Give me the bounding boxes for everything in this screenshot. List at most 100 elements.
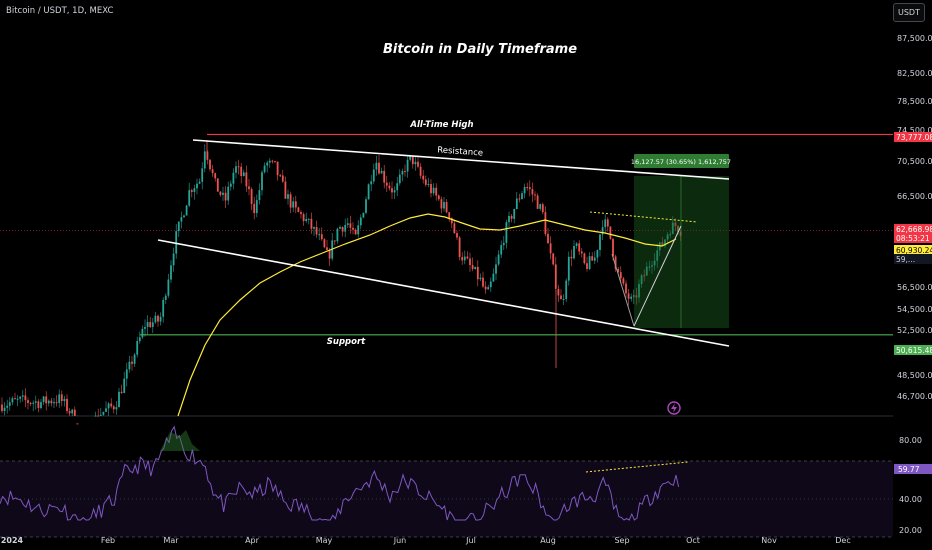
candle-body (552, 253, 555, 265)
candles (1, 140, 682, 425)
candle-body (102, 411, 105, 415)
candle-body (11, 398, 14, 403)
candle-body (666, 234, 669, 240)
price-label: 73,777.08 (896, 133, 932, 142)
candle-body (144, 326, 146, 329)
candle-body (630, 296, 633, 299)
price-label-box (894, 132, 932, 142)
candle-body (66, 398, 68, 412)
candle-body (565, 280, 568, 299)
rsi-tick-label: 20.00 (899, 526, 922, 535)
candle-body (209, 159, 211, 170)
rsi-value-label: 59.77 (898, 465, 920, 474)
candle-body (391, 188, 393, 193)
candle-body (76, 423, 79, 425)
price-label: 62,668.98 (896, 225, 932, 234)
price-tick-label: 46,700.00 (897, 392, 932, 401)
candle-body (97, 415, 100, 417)
candle-body (320, 234, 323, 240)
candle-body (94, 415, 97, 417)
candle-body (63, 398, 66, 402)
candle-body (60, 394, 63, 402)
candle-body (591, 256, 594, 261)
candle-body (6, 405, 9, 408)
candle-body (268, 160, 271, 163)
candle-body (549, 243, 552, 254)
candle-body (328, 249, 331, 259)
support-label: Support (327, 337, 366, 347)
wedge-line (611, 253, 635, 327)
candle-body (297, 207, 300, 213)
candle-body (310, 218, 313, 229)
candle-body (606, 219, 609, 227)
candle-body (539, 204, 542, 209)
candle-body (385, 182, 388, 186)
candle-body (115, 407, 118, 410)
candle-body (237, 166, 240, 168)
candle-body (469, 258, 471, 265)
candle-body (609, 226, 612, 239)
candle-body (27, 400, 29, 404)
candle-body (437, 195, 440, 200)
candle-body (323, 239, 326, 248)
candle-body (183, 215, 185, 218)
candle-body (632, 295, 635, 297)
candle-body (190, 190, 193, 192)
time-tick-label: Dec (835, 536, 850, 545)
price-label-box (894, 245, 932, 255)
candle-body (567, 256, 570, 281)
candle-body (170, 265, 172, 280)
candle-body (378, 162, 380, 174)
candle-body (677, 226, 679, 232)
candle-body (47, 400, 50, 404)
candle-body (443, 202, 445, 209)
candle-body (612, 238, 614, 257)
candle-body (417, 161, 419, 167)
currency-button[interactable]: USDT (893, 3, 925, 22)
candle-body (536, 195, 539, 209)
candle-body (495, 264, 497, 274)
price-tick-label: 74,500.00 (897, 126, 932, 135)
candle-body (671, 222, 674, 234)
candle-body (284, 181, 287, 199)
candle-body (24, 395, 27, 401)
candle-body (458, 237, 461, 257)
candle-body (37, 401, 40, 408)
candle-body (167, 279, 170, 296)
candle-body (354, 229, 357, 235)
candle-body (159, 316, 162, 322)
candle-body (34, 401, 37, 403)
candle-body (580, 251, 583, 254)
price-label-box (894, 254, 932, 264)
candle-body (622, 278, 625, 284)
candle-body (50, 400, 53, 404)
candle-body (463, 256, 466, 261)
candle-body (617, 268, 620, 273)
candle-body (502, 242, 505, 246)
candle-body (68, 411, 71, 414)
candle-body (216, 178, 219, 192)
time-tick-label: Jul (465, 536, 476, 545)
candle-body (482, 277, 484, 287)
candle-body (456, 233, 458, 238)
time-tick-label: Nov (761, 536, 777, 545)
candle-body (653, 260, 656, 266)
candle-body (674, 222, 677, 227)
candle-body (404, 171, 406, 173)
candle-body (40, 402, 42, 408)
price-tick-label: 56,500.00 (897, 283, 932, 292)
candle-body (110, 403, 113, 407)
candle-body (505, 222, 508, 243)
candle-body (294, 201, 297, 208)
time-tick-label: 2024 (1, 536, 24, 545)
candle-body (489, 281, 492, 288)
candle-body (528, 187, 531, 190)
candle-body (193, 188, 196, 192)
candle-body (149, 322, 152, 327)
candle-body (388, 185, 391, 189)
candle-body (235, 166, 237, 173)
candle-body (362, 212, 365, 218)
candle-body (419, 166, 422, 176)
candle-body (112, 406, 115, 410)
